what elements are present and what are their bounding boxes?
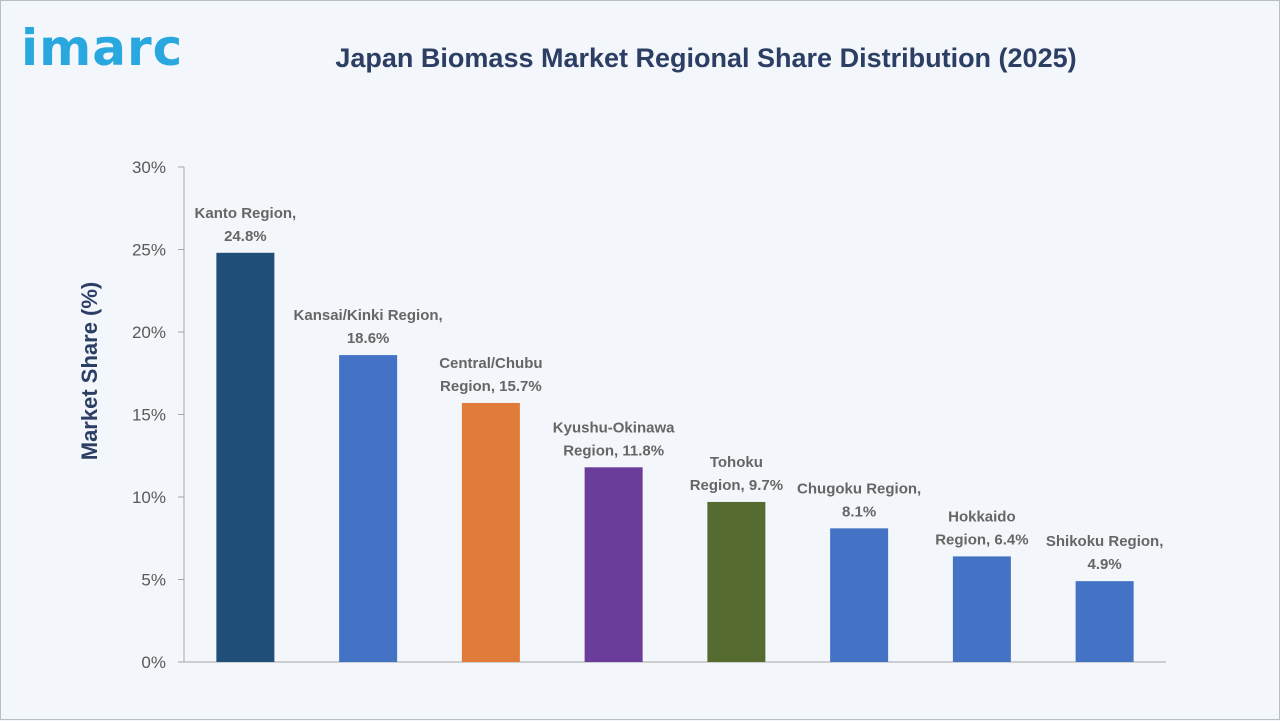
y-tick-label: 10% — [132, 488, 166, 507]
data-label: Hokkaido — [948, 508, 1016, 525]
data-label: Shikoku Region, — [1046, 533, 1164, 550]
data-label: Region, 11.8% — [563, 442, 664, 459]
bar-5 — [707, 501, 766, 662]
y-tick-label: 15% — [132, 406, 166, 425]
chart-title: Japan Biomass Market Regional Share Dist… — [335, 43, 1077, 73]
bar-3 — [461, 402, 520, 662]
bar-7 — [952, 556, 1011, 662]
bar-6 — [830, 528, 889, 662]
y-tick-label: 25% — [132, 241, 166, 260]
bar-8 — [1075, 581, 1134, 662]
bar-1 — [216, 252, 275, 663]
data-label: Region, 6.4% — [935, 531, 1028, 548]
y-tick-label: 0% — [141, 653, 166, 672]
imarc-logo: imarc — [21, 19, 184, 77]
data-label: Region, 15.7% — [440, 378, 542, 395]
data-label: 18.6% — [347, 330, 390, 347]
y-tick-label: 30% — [132, 158, 166, 177]
data-label: Kansai/Kinki Region, — [294, 307, 443, 324]
data-label: 24.8% — [224, 228, 267, 245]
data-label: Chugoku Region, — [797, 480, 921, 497]
data-label: Kyushu-Okinawa — [553, 419, 675, 436]
data-label: Kanto Region, — [195, 205, 297, 222]
data-label: 8.1% — [842, 503, 876, 520]
bar-4 — [584, 467, 643, 662]
y-axis-title: Market Share (%) — [77, 282, 102, 461]
data-label: 4.9% — [1088, 556, 1122, 573]
data-label: Central/Chubu — [439, 355, 542, 372]
data-label: Tohoku — [710, 454, 763, 471]
y-tick-label: 20% — [132, 323, 166, 342]
bar-2 — [339, 355, 398, 662]
data-label: Region, 9.7% — [690, 477, 783, 494]
y-tick-label: 5% — [141, 571, 166, 590]
